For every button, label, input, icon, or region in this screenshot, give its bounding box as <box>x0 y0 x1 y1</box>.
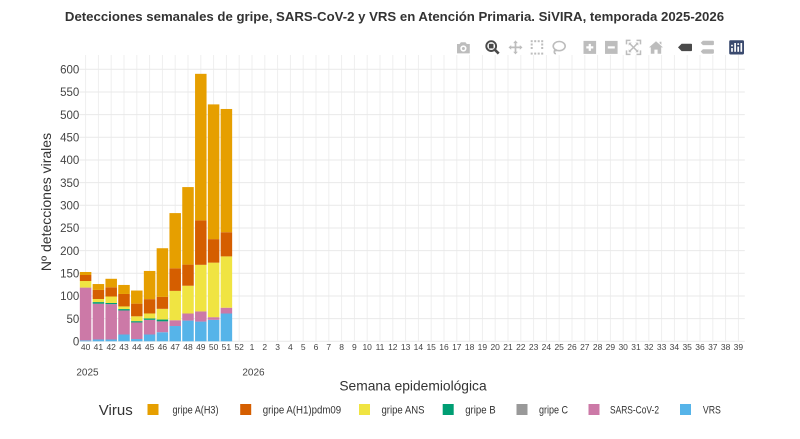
svg-text:15: 15 <box>426 342 436 352</box>
svg-text:500: 500 <box>60 110 79 122</box>
svg-text:600: 600 <box>60 65 79 77</box>
svg-text:32: 32 <box>644 342 654 352</box>
svg-text:8: 8 <box>339 342 344 352</box>
svg-text:400: 400 <box>60 155 79 167</box>
svg-text:0: 0 <box>73 337 79 349</box>
svg-text:51: 51 <box>222 342 232 352</box>
svg-text:22: 22 <box>516 342 526 352</box>
svg-text:43: 43 <box>119 342 129 352</box>
svg-text:Detecciones semanales de gripe: Detecciones semanales de gripe, SARS-CoV… <box>65 9 724 24</box>
svg-text:12: 12 <box>388 342 398 352</box>
svg-text:21: 21 <box>503 342 513 352</box>
svg-text:4: 4 <box>288 342 293 352</box>
svg-text:45: 45 <box>145 342 155 352</box>
svg-text:14: 14 <box>414 342 424 352</box>
svg-text:39: 39 <box>734 342 744 352</box>
svg-text:SARS-CoV-2: SARS-CoV-2 <box>610 405 659 417</box>
svg-text:13: 13 <box>401 342 411 352</box>
svg-text:VRS: VRS <box>703 405 721 417</box>
svg-text:25: 25 <box>554 342 564 352</box>
svg-text:36: 36 <box>695 342 705 352</box>
svg-text:gripe ANS: gripe ANS <box>382 405 425 417</box>
svg-text:550: 550 <box>60 87 79 99</box>
svg-text:gripe C: gripe C <box>539 405 568 417</box>
svg-text:44: 44 <box>132 342 142 352</box>
svg-text:28: 28 <box>593 342 603 352</box>
svg-text:10: 10 <box>362 342 372 352</box>
svg-text:2025: 2025 <box>76 367 99 378</box>
svg-text:250: 250 <box>60 223 79 235</box>
svg-text:33: 33 <box>657 342 667 352</box>
svg-text:200: 200 <box>60 246 79 258</box>
svg-text:52: 52 <box>234 342 244 352</box>
svg-text:20: 20 <box>490 342 500 352</box>
svg-text:23: 23 <box>529 342 539 352</box>
svg-text:19: 19 <box>478 342 488 352</box>
svg-text:18: 18 <box>465 342 475 352</box>
svg-text:1: 1 <box>250 342 255 352</box>
svg-text:11: 11 <box>376 342 385 352</box>
svg-text:gripe B: gripe B <box>465 405 496 417</box>
svg-text:38: 38 <box>721 342 731 352</box>
svg-text:50: 50 <box>67 314 80 326</box>
svg-text:37: 37 <box>708 342 718 352</box>
svg-text:150: 150 <box>60 269 79 281</box>
svg-text:2: 2 <box>262 342 267 352</box>
svg-text:350: 350 <box>60 178 79 190</box>
svg-text:27: 27 <box>580 342 590 352</box>
svg-text:Nº detecciones virales: Nº detecciones virales <box>38 133 54 271</box>
svg-text:42: 42 <box>106 342 116 352</box>
svg-text:5: 5 <box>301 342 306 352</box>
svg-text:41: 41 <box>94 342 104 352</box>
svg-text:100: 100 <box>60 291 79 303</box>
svg-text:49: 49 <box>196 342 206 352</box>
svg-text:34: 34 <box>670 342 680 352</box>
svg-text:30: 30 <box>618 342 628 352</box>
svg-text:26: 26 <box>567 342 577 352</box>
svg-text:Semana epidemiológica: Semana epidemiológica <box>339 378 487 393</box>
svg-text:7: 7 <box>326 342 331 352</box>
svg-text:450: 450 <box>60 133 79 145</box>
svg-text:6: 6 <box>314 342 319 352</box>
svg-text:48: 48 <box>183 342 193 352</box>
svg-text:Virus: Virus <box>99 402 133 419</box>
svg-text:17: 17 <box>452 342 462 352</box>
svg-text:3: 3 <box>275 342 280 352</box>
svg-text:300: 300 <box>60 201 79 213</box>
svg-text:50: 50 <box>209 342 219 352</box>
svg-text:47: 47 <box>170 342 180 352</box>
svg-text:29: 29 <box>606 342 616 352</box>
svg-text:35: 35 <box>682 342 692 352</box>
svg-text:16: 16 <box>439 342 449 352</box>
svg-text:31: 31 <box>631 342 641 352</box>
svg-text:gripe A(H1)pdm09: gripe A(H1)pdm09 <box>263 405 342 417</box>
svg-text:24: 24 <box>542 342 552 352</box>
svg-text:gripe A(H3): gripe A(H3) <box>173 405 219 417</box>
svg-text:9: 9 <box>352 342 357 352</box>
svg-text:2026: 2026 <box>242 367 265 378</box>
svg-text:40: 40 <box>81 342 91 352</box>
svg-text:46: 46 <box>158 342 168 352</box>
